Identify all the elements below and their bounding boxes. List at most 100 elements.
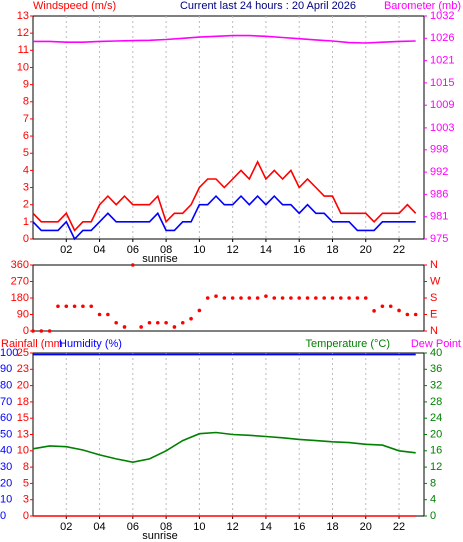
barometer-label: Barometer (mb): [384, 0, 461, 12]
y-tick-label: 0: [23, 325, 29, 337]
x-tick-label: 08: [160, 521, 172, 533]
direction-dot: [81, 304, 85, 309]
y-tick-label: 13: [17, 10, 29, 22]
x-tick-label: 20: [360, 521, 372, 533]
y3-tick-label: 80: [0, 380, 12, 392]
x-tick-label: 04: [93, 244, 105, 256]
y-tick-label: 11: [18, 44, 29, 56]
direction-dot: [131, 263, 135, 267]
direction-dot: [330, 296, 335, 300]
series-line: [32, 159, 417, 232]
y3-tick-label: 20: [0, 477, 12, 489]
direction-dot: [347, 296, 351, 300]
direction-dot: [339, 296, 343, 300]
direction-dot: [114, 320, 118, 325]
direction-dot: [64, 304, 69, 309]
direction-dot: [405, 312, 410, 317]
y2-tick-label: 36: [430, 363, 442, 375]
y-tick-label: 3: [23, 181, 29, 193]
x-tick-label: 14: [260, 521, 272, 533]
y3-tick-label: 70: [0, 396, 12, 408]
y3-tick-label: 0: [0, 510, 6, 522]
direction-dot: [397, 308, 401, 313]
direction-dot: [89, 304, 94, 309]
y-tick-label: 360: [11, 259, 29, 271]
y2-tick-label: 8: [430, 477, 436, 489]
x-tick-label: 12: [227, 521, 239, 533]
y-tick-label: 8: [23, 461, 29, 473]
x-tick-label: 06: [127, 244, 139, 256]
direction-dot: [139, 325, 143, 329]
x-tick-label: 06: [127, 521, 139, 533]
windspeed-label: Windspeed (m/s): [33, 0, 116, 12]
direction-dot: [189, 316, 193, 321]
y2-tick-label: 1009: [430, 99, 454, 111]
direction-dot: [230, 296, 235, 300]
y2-tick-label: 992: [430, 166, 448, 178]
y-tick-label: 20: [17, 380, 29, 392]
y-tick-label: 5: [23, 147, 29, 159]
x-tick-label: 10: [193, 244, 205, 256]
y3-tick-label: 40: [0, 445, 12, 457]
direction-dot: [264, 294, 268, 298]
y2-tick-label: 20: [430, 428, 442, 440]
y-tick-label: 180: [11, 292, 29, 304]
x-tick-label: 22: [393, 521, 405, 533]
y-tick-label: 8: [23, 96, 29, 108]
y2-tick-label: 981: [430, 211, 448, 223]
y3-tick-label: 50: [0, 428, 12, 440]
y2-tick-label: 975: [430, 233, 448, 245]
y2-tick-label: 12: [430, 461, 442, 473]
direction-dot: [72, 304, 77, 309]
x-tick-label: 14: [260, 244, 272, 256]
series-line: [32, 431, 416, 464]
y2-tick-label: 998: [430, 144, 448, 156]
y2-tick-label: 1032: [430, 10, 454, 22]
y2-tick-label: S: [430, 292, 437, 304]
y3-tick-label: 30: [0, 461, 12, 473]
y-tick-label: 12: [17, 27, 29, 39]
x-tick-label: 02: [60, 521, 72, 533]
y-tick-label: 4: [23, 164, 29, 176]
direction-dot: [214, 294, 218, 298]
direction-dot: [147, 320, 152, 325]
temperature-label: Temperature (°C): [306, 338, 390, 350]
humidity-label: Humidity (%): [59, 338, 122, 350]
direction-dot: [239, 296, 243, 300]
y-tick-label: 13: [17, 428, 29, 440]
direction-dot: [180, 320, 185, 325]
direction-dot: [272, 296, 277, 300]
y-tick-label: 3: [23, 494, 29, 506]
direction-dot: [297, 296, 302, 300]
y2-tick-label: 16: [430, 445, 442, 457]
direction-dot: [314, 296, 318, 300]
chart-title: Current last 24 hours : 20 April 2026: [180, 0, 356, 12]
y2-tick-label: N: [430, 325, 438, 337]
x-tick-label: 20: [360, 244, 372, 256]
y2-tick-label: W: [430, 275, 441, 287]
direction-dot: [205, 296, 210, 300]
direction-dot: [280, 296, 285, 300]
direction-dot: [388, 304, 393, 309]
y2-tick-label: 1003: [430, 122, 454, 134]
x-tick-label: 18: [326, 521, 338, 533]
y2-tick-label: 1026: [430, 32, 454, 44]
y2-tick-label: 1015: [430, 77, 454, 89]
direction-dot: [39, 329, 44, 333]
x-tick-label: 16: [293, 244, 305, 256]
direction-dot: [31, 329, 35, 333]
direction-dot: [355, 296, 360, 300]
x-tick-label: 02: [60, 244, 72, 256]
x-tick-label: 10: [193, 521, 205, 533]
direction-dot: [222, 296, 227, 300]
rainfall-label: Rainfall (mm: [1, 338, 63, 350]
y2-tick-label: 1021: [430, 55, 454, 67]
y2-tick-label: 28: [430, 396, 442, 408]
direction-dot: [380, 304, 385, 309]
y2-tick-label: 40: [430, 347, 442, 359]
direction-dot: [289, 296, 293, 300]
y-tick-label: 0: [23, 233, 29, 245]
x-tick-label: 04: [93, 521, 105, 533]
direction-dot: [97, 312, 102, 317]
